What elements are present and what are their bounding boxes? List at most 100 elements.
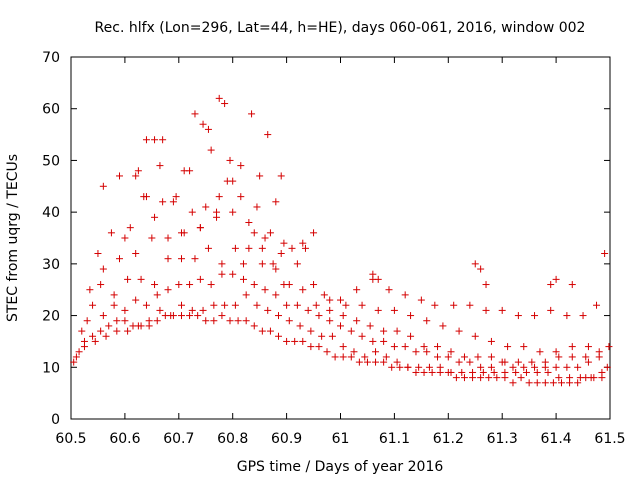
x-tick-label: 60.9 (271, 431, 302, 447)
data-point (239, 260, 247, 268)
data-point (385, 286, 393, 294)
data-point (366, 322, 374, 330)
data-point (70, 358, 78, 366)
data-point (412, 368, 420, 376)
x-tick-label: 61.3 (487, 431, 518, 447)
data-point (603, 363, 611, 371)
data-point (439, 322, 447, 330)
data-point (512, 368, 520, 376)
data-point (186, 281, 194, 289)
data-point (412, 348, 420, 356)
data-point (151, 281, 159, 289)
data-point (504, 343, 512, 351)
data-point (579, 312, 587, 320)
data-point (299, 286, 307, 294)
data-point (396, 363, 404, 371)
data-point (253, 301, 261, 309)
data-point (221, 301, 229, 309)
data-point (557, 379, 565, 387)
data-point (514, 358, 522, 366)
data-point (275, 312, 283, 320)
data-point (272, 265, 280, 273)
data-point (509, 363, 517, 371)
x-tick-label: 60.5 (55, 431, 86, 447)
data-point (266, 327, 274, 335)
data-point (186, 312, 194, 320)
data-point (536, 348, 544, 356)
data-point (568, 281, 576, 289)
data-point (372, 348, 380, 356)
x-tick-label: 61.2 (433, 431, 464, 447)
x-tick-label: 60.8 (217, 431, 248, 447)
x-tick-label: 60.6 (109, 431, 140, 447)
data-point (248, 110, 256, 118)
data-point (605, 343, 613, 351)
data-point (264, 306, 272, 314)
data-point (501, 368, 509, 376)
data-point (455, 358, 463, 366)
data-point (134, 167, 142, 175)
data-point (207, 146, 215, 154)
data-point (83, 317, 91, 325)
data-point (479, 368, 487, 376)
data-point (196, 275, 204, 283)
data-point (531, 312, 539, 320)
data-point (339, 353, 347, 361)
data-point (380, 337, 388, 345)
data-point (598, 374, 606, 382)
data-point (312, 301, 320, 309)
data-point (563, 363, 571, 371)
data-point (266, 229, 274, 237)
data-point (471, 332, 479, 340)
x-axis-label: GPS time / Days of year 2016 (237, 459, 444, 475)
x-tick-label: 61.5 (594, 431, 625, 447)
data-point (261, 286, 269, 294)
data-point (531, 363, 539, 371)
data-point (142, 136, 150, 144)
data-point (264, 131, 272, 139)
data-point (541, 358, 549, 366)
data-point (471, 260, 479, 268)
data-point (326, 317, 334, 325)
data-point (188, 306, 196, 314)
data-point (221, 100, 229, 108)
data-point (460, 374, 468, 382)
data-point (415, 363, 423, 371)
data-point (89, 301, 97, 309)
data-point (105, 322, 113, 330)
data-point (315, 343, 323, 351)
data-point (355, 358, 363, 366)
data-point (563, 312, 571, 320)
y-tick-label: 0 (51, 412, 60, 428)
data-point (229, 177, 237, 185)
data-point (121, 317, 129, 325)
data-point (291, 337, 299, 345)
data-point (242, 317, 250, 325)
data-point (568, 343, 576, 351)
data-point (460, 353, 468, 361)
data-point (186, 167, 194, 175)
data-point (97, 327, 105, 335)
data-point (94, 250, 102, 258)
y-tick-label: 60 (42, 102, 60, 118)
y-tick-label: 20 (42, 309, 60, 325)
data-point (256, 172, 264, 180)
y-tick-label: 70 (42, 50, 60, 66)
data-point (126, 224, 134, 232)
data-point (124, 275, 132, 283)
data-point (342, 301, 350, 309)
data-point (477, 363, 485, 371)
data-point (477, 374, 485, 382)
data-point (78, 327, 86, 335)
data-point (390, 306, 398, 314)
data-point (469, 368, 477, 376)
x-tick-label: 61.1 (379, 431, 410, 447)
data-point (191, 110, 199, 118)
data-point (390, 343, 398, 351)
data-point (555, 374, 563, 382)
data-point (159, 198, 167, 206)
data-point (533, 368, 541, 376)
data-points (70, 94, 613, 387)
data-point (401, 343, 409, 351)
data-point (423, 348, 431, 356)
